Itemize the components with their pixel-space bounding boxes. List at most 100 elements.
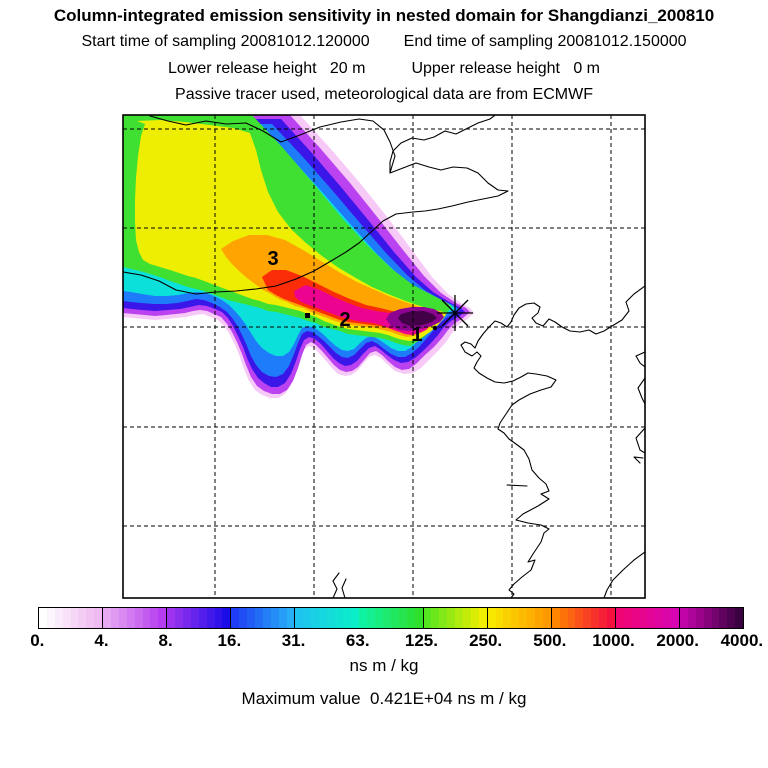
end-time-text: End time of sampling 20081012.150000 — [403, 33, 687, 50]
colorbar-tick-label: 8. — [158, 631, 173, 650]
colorbar-cell — [359, 608, 368, 628]
coastline-main — [460, 285, 645, 598]
station-label-1: 1 — [411, 324, 422, 346]
colorbar-segment — [295, 608, 360, 628]
colorbar-cell — [478, 608, 487, 628]
colorbar-cell — [326, 608, 335, 628]
colorbar-cell — [583, 608, 592, 628]
colorbar-cell — [655, 608, 664, 628]
station-marker-dot — [432, 325, 438, 331]
colorbar-cell — [606, 608, 615, 628]
colorbar-cell — [503, 608, 512, 628]
colorbar-cell — [470, 608, 479, 628]
colorbar-cell — [239, 608, 248, 628]
colorbar-cell — [334, 608, 343, 628]
plume-contours — [123, 115, 474, 398]
colorbar-cell — [542, 608, 551, 628]
colorbar-cell — [727, 608, 736, 628]
colorbar-cell — [398, 608, 407, 628]
colorbar-cell — [406, 608, 415, 628]
colorbar-cell — [110, 608, 119, 628]
station-label-3: 3 — [267, 248, 278, 270]
border-line-top — [389, 115, 497, 174]
colorbar-cell — [198, 608, 207, 628]
colorbar-cell — [270, 608, 279, 628]
plume-layer-yellow — [135, 120, 447, 341]
border-line-northwest — [149, 115, 396, 174]
colorbar-cell — [663, 608, 672, 628]
colorbar-cell — [711, 608, 720, 628]
colorbar-cell — [342, 608, 351, 628]
plume-layer-dark-core — [398, 311, 437, 326]
colorbar-cell — [687, 608, 696, 628]
colorbar-segment — [39, 608, 104, 628]
colorbar-cell — [78, 608, 87, 628]
colorbar-tick-label: 1000. — [592, 631, 635, 650]
colorbar-cell — [214, 608, 223, 628]
colorbar-segment — [231, 608, 296, 628]
colorbar-tick-label: 250. — [469, 631, 503, 650]
colorbar-segment — [551, 608, 616, 628]
colorbar-cell — [167, 608, 176, 628]
colorbar-segment — [103, 608, 168, 628]
station-marker-square — [305, 313, 310, 318]
colorbar-cell — [182, 608, 191, 628]
colorbar-cell — [599, 608, 607, 628]
colorbar-cell — [535, 608, 543, 628]
colorbar-cell — [286, 608, 295, 628]
coastline-inlet-dash — [506, 484, 528, 487]
colorbar-cell — [311, 608, 320, 628]
colorbar-cell — [639, 608, 648, 628]
colorbar-cell — [423, 608, 432, 628]
colorbar-cell — [679, 608, 688, 628]
river-squiggle-bottom — [332, 572, 347, 598]
colorbar-cell — [103, 608, 111, 628]
colorbar-segment — [679, 608, 744, 628]
colorbar-cell — [383, 608, 392, 628]
colorbar-cell — [118, 608, 127, 628]
colorbar-cell — [447, 608, 456, 628]
map-frame — [122, 114, 646, 599]
colorbar-segment — [487, 608, 552, 628]
colorbar-segment — [615, 608, 680, 628]
colorbar-tick-label: 125. — [404, 631, 438, 650]
colorbar-cell — [86, 608, 95, 628]
colorbar-cell — [511, 608, 520, 628]
colorbar-tick-label: 0. — [30, 631, 45, 650]
colorbar-cell — [671, 608, 679, 628]
colorbar-cell — [54, 608, 63, 628]
colorbar-cell — [414, 608, 423, 628]
station-label-2: 2 — [339, 309, 350, 331]
graticule — [123, 115, 645, 598]
colorbar-cell — [175, 608, 183, 628]
coastline-fragment-a — [635, 351, 645, 368]
colorbar-cell — [142, 608, 151, 628]
colorbar-cell — [615, 608, 624, 628]
colorbar-cell — [303, 608, 312, 628]
page-title: Column-integrated emission sensitivity i… — [53, 6, 715, 25]
colorbar-segment — [167, 608, 232, 628]
colorbar-cell — [247, 608, 255, 628]
colorbar-cell — [439, 608, 448, 628]
colorbar-cell — [703, 608, 712, 628]
colorbar-cell — [46, 608, 55, 628]
colorbar-tick-label: 31. — [281, 631, 306, 650]
colorbar-cell — [134, 608, 143, 628]
colorbar-cell — [519, 608, 528, 628]
colorbar-cell — [231, 608, 240, 628]
colorbar-cell — [254, 608, 263, 628]
colorbar-tick-label: 16. — [217, 631, 242, 650]
colorbar-tick-label: 500. — [533, 631, 567, 650]
colorbar-cell — [591, 608, 600, 628]
colorbar-cell — [735, 608, 744, 628]
colorbar-cell — [575, 608, 584, 628]
upper-release-text: Upper release height 0 m — [411, 60, 600, 77]
colorbar-cell — [94, 608, 103, 628]
colorbar-cell — [391, 608, 399, 628]
colorbar-cell — [126, 608, 135, 628]
colorbar-segment — [423, 608, 488, 628]
colorbar-cell — [695, 608, 704, 628]
colorbar-cell — [567, 608, 576, 628]
colorbar-cell — [278, 608, 287, 628]
